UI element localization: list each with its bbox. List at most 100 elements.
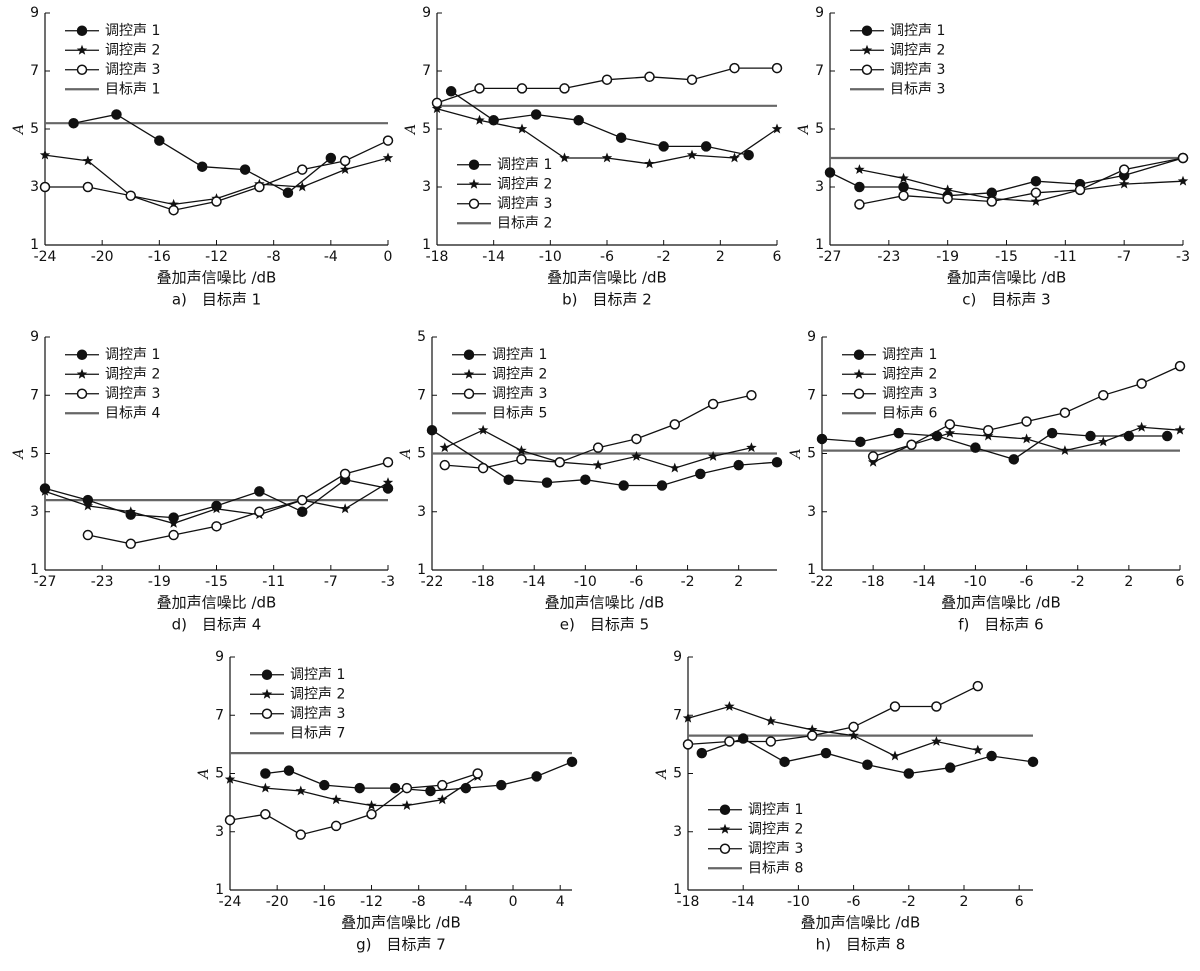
- x-tick-label: -18: [862, 574, 885, 590]
- y-tick-label: 9: [807, 329, 816, 345]
- marker: [686, 149, 698, 160]
- marker: [1174, 360, 1186, 372]
- marker: [644, 158, 655, 169]
- marker: [682, 712, 694, 723]
- legend: 调控声 1 调控声 2 调控声 3 目标声 8: [708, 802, 803, 876]
- series-line: [687, 685, 979, 746]
- caption: e) 目标声 5: [560, 616, 649, 634]
- marker: [339, 155, 351, 167]
- x-tick-label: -12: [205, 249, 228, 265]
- y-tick-label: 7: [673, 707, 682, 723]
- y-tick-label: 5: [30, 446, 39, 462]
- panel: 1 3 5 7 9 -18 -14 -10 -6 -2 2 6 叠加声信噪比 /dB b) 目标声 2 A 调…: [403, 5, 783, 309]
- y-tick-label: 5: [815, 121, 824, 137]
- x-tick-label: -12: [360, 894, 383, 910]
- marker: [972, 680, 984, 692]
- marker: [1098, 390, 1109, 401]
- marker: [68, 117, 79, 129]
- marker: [566, 756, 578, 768]
- marker: [1027, 756, 1039, 768]
- legend-label: 调控声 1: [890, 23, 945, 39]
- marker: [1118, 164, 1130, 175]
- y-tick-label: 3: [30, 504, 39, 520]
- legend-label: 调控声 1: [105, 23, 160, 39]
- legend-marker: [463, 368, 475, 379]
- y-tick-label: 7: [815, 63, 824, 79]
- marker: [1021, 416, 1032, 427]
- marker: [330, 820, 342, 832]
- marker: [111, 109, 122, 120]
- legend: 调控声 1 调控声 2 调控声 3 目标声 4: [65, 347, 160, 421]
- marker: [972, 744, 983, 755]
- x-tick-label: -16: [148, 249, 171, 265]
- legend-marker: [853, 349, 865, 360]
- y-tick-label: 1: [815, 237, 824, 253]
- marker: [696, 747, 708, 759]
- x-tick-label: -20: [266, 894, 289, 910]
- legend-label: 目标声 7: [290, 725, 345, 741]
- x-axis-label: 叠加声信噪比 /dB: [157, 594, 277, 612]
- legend: 调控声 1 调控声 2 调控声 3 目标声 6: [842, 347, 937, 421]
- marker: [631, 450, 642, 461]
- y-tick-label: 5: [417, 329, 426, 345]
- marker: [700, 141, 712, 152]
- marker: [1085, 430, 1096, 442]
- x-tick-label: -6: [629, 574, 643, 590]
- x-tick-label: -4: [324, 249, 338, 265]
- legend-marker: [719, 823, 731, 834]
- marker: [445, 86, 457, 97]
- y-axis-label: A: [403, 124, 419, 136]
- marker: [944, 419, 956, 430]
- x-tick-label: -24: [34, 249, 57, 265]
- marker: [516, 83, 528, 94]
- y-tick-label: 5: [807, 446, 816, 462]
- marker: [862, 759, 873, 771]
- marker: [970, 442, 981, 453]
- marker: [211, 521, 222, 532]
- marker: [168, 529, 179, 541]
- y-tick-label: 1: [215, 882, 224, 898]
- marker: [495, 779, 507, 791]
- marker: [1174, 424, 1186, 435]
- series-line: [229, 772, 478, 836]
- legend-label: 调控声 1: [497, 157, 552, 173]
- legend-label: 调控声 2: [882, 366, 937, 382]
- marker: [82, 500, 94, 511]
- marker: [573, 115, 584, 126]
- marker: [898, 190, 909, 201]
- x-tick-label: 2: [960, 894, 969, 910]
- y-tick-label: 5: [30, 121, 39, 137]
- marker: [601, 74, 613, 85]
- marker: [366, 800, 377, 810]
- y-tick-label: 3: [422, 179, 431, 195]
- legend-label: 调控声 1: [492, 347, 547, 363]
- x-tick-label: -27: [819, 249, 842, 265]
- y-tick-label: 5: [417, 446, 426, 462]
- marker: [1046, 427, 1058, 439]
- marker: [297, 494, 308, 506]
- marker: [944, 427, 956, 438]
- x-tick-label: -7: [1117, 249, 1131, 265]
- x-tick-label: -22: [421, 574, 444, 590]
- marker: [125, 538, 136, 550]
- x-tick-label: -3: [381, 574, 395, 590]
- marker: [724, 701, 735, 711]
- marker: [354, 782, 365, 794]
- series-line: [444, 394, 752, 469]
- legend-marker: [76, 25, 88, 36]
- x-tick-label: 0: [384, 249, 393, 265]
- marker: [743, 149, 754, 161]
- marker: [224, 814, 236, 826]
- marker: [325, 152, 337, 164]
- y-tick-label: 7: [215, 707, 224, 723]
- marker: [211, 503, 222, 514]
- legend-label: 调控声 2: [105, 42, 160, 58]
- y-axis-label: A: [796, 124, 812, 136]
- marker: [848, 721, 859, 733]
- x-tick-label: 6: [1015, 894, 1024, 910]
- x-tick-label: -24: [219, 894, 242, 910]
- marker: [746, 390, 757, 401]
- x-tick-label: -14: [482, 249, 505, 265]
- x-tick-label: 2: [1124, 574, 1133, 590]
- marker: [1008, 454, 1020, 465]
